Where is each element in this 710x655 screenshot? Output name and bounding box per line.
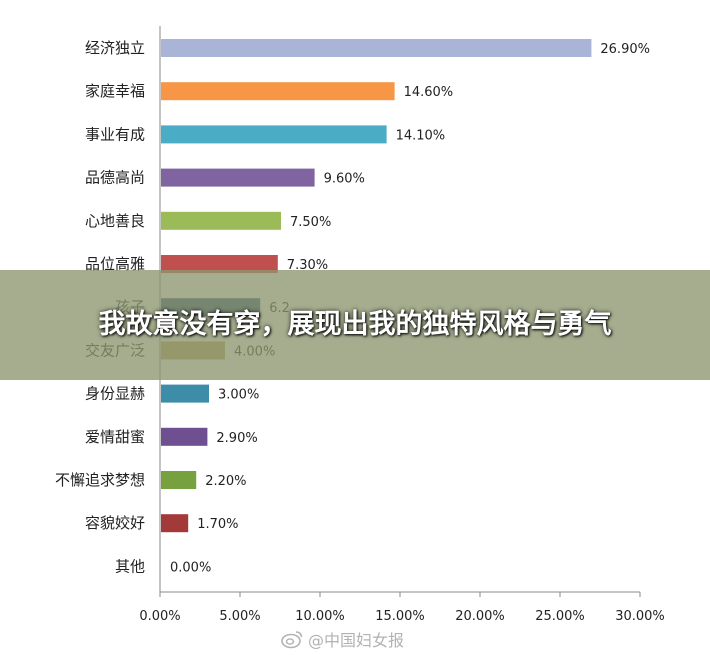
category-label: 家庭幸福 bbox=[85, 82, 145, 100]
data-label: 26.90% bbox=[600, 42, 650, 57]
weibo-icon bbox=[281, 631, 303, 649]
data-label: 7.50% bbox=[290, 215, 331, 230]
category-label: 身份显赫 bbox=[85, 385, 145, 403]
category-label: 容貌姣好 bbox=[85, 514, 145, 532]
title-banner: 我故意没有穿，展现出我的独特风格与勇气 bbox=[0, 270, 710, 380]
x-tick-label: 10.00% bbox=[295, 609, 345, 624]
watermark: @中国妇女报 bbox=[280, 627, 404, 651]
bar bbox=[161, 514, 189, 533]
category-label: 品德高尚 bbox=[85, 169, 145, 187]
x-tick-label: 15.00% bbox=[375, 609, 425, 624]
x-tick-label: 0.00% bbox=[139, 609, 180, 624]
x-tick-label: 25.00% bbox=[535, 609, 585, 624]
category-label: 品位高雅 bbox=[85, 255, 145, 273]
bar bbox=[161, 168, 315, 187]
bar bbox=[161, 211, 281, 230]
bar bbox=[161, 255, 278, 273]
banner-title: 我故意没有穿，展现出我的独特风格与勇气 bbox=[98, 309, 612, 340]
data-label: 7.30% bbox=[287, 258, 328, 273]
category-label: 其他 bbox=[115, 557, 145, 575]
category-label: 爱情甜蜜 bbox=[85, 428, 145, 446]
bar bbox=[161, 82, 395, 101]
data-label: 2.20% bbox=[205, 474, 246, 489]
data-label: 3.00% bbox=[218, 388, 259, 403]
bar bbox=[161, 427, 208, 446]
x-tick-label: 20.00% bbox=[455, 609, 505, 624]
category-label: 不懈追求梦想 bbox=[55, 471, 145, 489]
data-label: 14.60% bbox=[404, 85, 454, 100]
x-tick-label: 5.00% bbox=[219, 609, 260, 624]
bar bbox=[161, 384, 209, 403]
bar bbox=[161, 39, 592, 57]
category-label: 经济独立 bbox=[85, 39, 145, 57]
bar bbox=[161, 471, 197, 489]
category-label: 事业有成 bbox=[85, 125, 145, 143]
x-tick-label: 30.00% bbox=[615, 609, 665, 624]
data-label: 0.00% bbox=[170, 560, 211, 575]
data-label: 1.70% bbox=[197, 517, 238, 532]
bar bbox=[161, 125, 387, 144]
data-label: 2.90% bbox=[216, 431, 257, 446]
data-label: 14.10% bbox=[396, 128, 446, 143]
data-label: 9.60% bbox=[324, 172, 365, 187]
category-label: 心地善良 bbox=[85, 212, 145, 230]
watermark-text: @中国妇女报 bbox=[308, 631, 405, 650]
